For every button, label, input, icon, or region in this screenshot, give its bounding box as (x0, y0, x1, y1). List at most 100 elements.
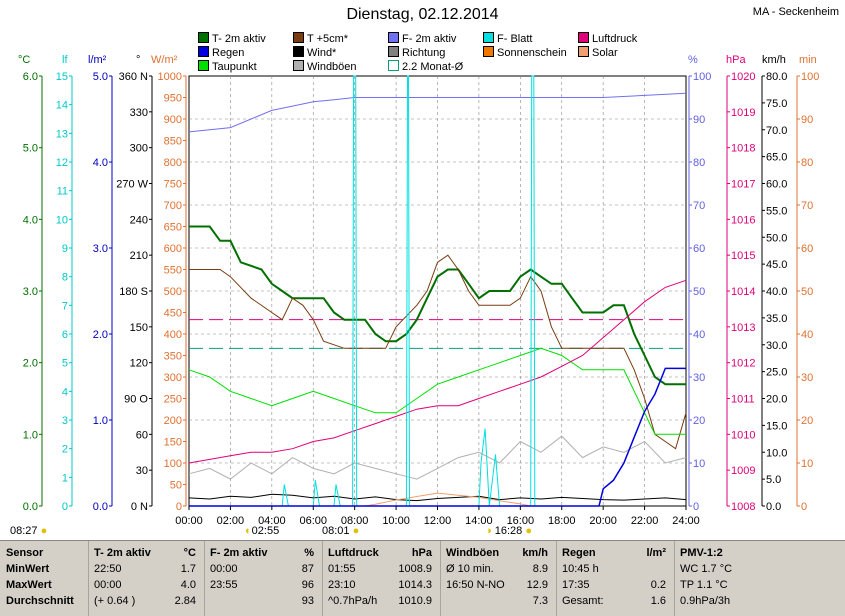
tick-label-kmh: 20.0 (766, 394, 787, 406)
unit-lf: lf (62, 54, 68, 66)
tick-label-deg: 30 (136, 465, 148, 477)
series-solar (364, 492, 531, 507)
tick-label-hpa: 1020 (731, 71, 755, 83)
table-divider (88, 541, 89, 616)
legend-t5cm: T +5cm* (293, 32, 348, 45)
tick-label-lf: 9 (62, 243, 68, 255)
tick-label-pct: 40 (693, 329, 705, 341)
x-tick-label: 20:00 (589, 515, 617, 527)
tick-label-kmh: 45.0 (766, 259, 787, 271)
station-name: MA - Seckenheim (752, 6, 839, 18)
table-divider (204, 541, 205, 616)
tick-label-min: 0 (801, 501, 807, 513)
series-wind- (188, 493, 687, 502)
weather-chart: 6.05.04.03.02.01.00.01514131211109876543… (23, 71, 820, 527)
tick-label-wm2: 0 (176, 501, 182, 513)
tick-label-wm2: 800 (164, 157, 182, 169)
tick-label-deg: 300 (130, 143, 148, 155)
legend-fblatt: F- Blatt (483, 32, 532, 45)
tick-label-pct: 60 (693, 243, 705, 255)
tick-label-kmh: 65.0 (766, 152, 787, 164)
tick-label-hpa: 1011 (731, 394, 755, 406)
tick-label-kmh: 80.0 (766, 71, 787, 83)
table-row: 0.9hPa/3h (680, 595, 731, 607)
x-tick-label: 00:00 (175, 515, 203, 527)
unit-lm2: l/m² (88, 54, 107, 66)
legend-solar: Solar (578, 46, 618, 59)
tick-label-hpa: 1009 (731, 465, 755, 477)
tick-label-lf: 15 (56, 71, 68, 83)
tick-label-wm2: 100 (164, 458, 182, 470)
tick-label-hpa: 1019 (731, 107, 755, 119)
tick-label-lf: 11 (57, 186, 68, 198)
tick-label-lf: 3 (62, 415, 68, 427)
table-column: Windböen km/h Ø 10 min. 8.9 16:50 N-NO 12.9 7.… (446, 545, 548, 609)
tick-label-wm2: 50 (170, 480, 182, 492)
table-row: WC 1.7 °C (680, 563, 733, 575)
series-windb-en (188, 435, 687, 480)
tick-label-wm2: 500 (164, 286, 182, 298)
tick-label-degc: 1.0 (23, 429, 38, 441)
tick-label-min: 90 (801, 114, 813, 126)
unit-hpa: hPa (726, 54, 746, 66)
tick-label-deg: 270 W (116, 179, 148, 191)
tick-label-kmh: 70.0 (766, 125, 787, 137)
unit-degc: °C (18, 54, 31, 66)
tick-label-deg: 90 O (124, 394, 148, 406)
tick-label-lm2: 5.0 (93, 71, 108, 83)
tick-label-wm2: 300 (164, 372, 182, 384)
tick-label-lf: 4 (62, 386, 68, 398)
legend-windboeen: Windböen (293, 60, 357, 73)
legend-richtung: Richtung (388, 46, 445, 59)
table-header: F- 2m aktiv% (210, 547, 314, 559)
table-row: 16:50 N-NO 12.9 (446, 579, 548, 591)
tick-label-lf: 0 (62, 501, 68, 513)
tick-label-degc: 3.0 (23, 286, 38, 298)
x-tick-label: 14:00 (465, 515, 493, 527)
x-tick-label: 16:00 (507, 515, 535, 527)
tick-label-kmh: 10.0 (766, 447, 787, 459)
table-row: 7.3 (532, 595, 548, 607)
tick-label-pct: 100 (693, 71, 711, 83)
legend-monat-avg: 2.2 Monat-Ø (388, 60, 463, 73)
tick-label-wm2: 700 (164, 200, 182, 212)
legend-luftdruck: Luftdruck (578, 32, 637, 45)
tick-label-pct: 20 (693, 415, 705, 427)
tick-label-lf: 1 (62, 472, 68, 484)
tick-label-wm2: 900 (164, 114, 182, 126)
tick-label-deg: 150 (130, 322, 148, 334)
tick-label-lf: 2 (62, 444, 68, 456)
table-header: T- 2m aktiv °C (94, 547, 196, 559)
series-regen (189, 367, 686, 507)
tick-label-hpa: 1012 (731, 358, 755, 370)
tick-label-wm2: 450 (164, 308, 182, 320)
table-header: Luftdruck hPa (328, 547, 432, 559)
tick-label-pct: 70 (693, 200, 705, 212)
table-column: Luftdruck hPa 01:55 1008.9 23:10 1014.3 ^0.7hP… (328, 545, 432, 609)
tick-label-min: 80 (801, 157, 813, 169)
tick-label-hpa: 1016 (731, 214, 755, 226)
legend-taupunkt: Taupunkt (198, 60, 257, 73)
x-tick-label: 04:00 (258, 515, 286, 527)
table-row: Ø 10 min. 8.9 (446, 563, 548, 575)
series-taupunkt (188, 347, 686, 435)
tick-label-min: 60 (801, 243, 813, 255)
tick-label-deg: 360 N (119, 71, 148, 83)
legend-regen: Regen (198, 46, 244, 59)
table-divider (556, 541, 557, 616)
x-tick-label: 18:00 (548, 515, 576, 527)
tick-label-wm2: 150 (164, 437, 182, 449)
table-header: PMV-1:2 (680, 547, 723, 559)
tick-label-lf: 14 (56, 100, 68, 112)
tick-label-degc: 5.0 (23, 143, 38, 155)
tick-label-deg: 0 N (131, 501, 148, 513)
tick-label-degc: 4.0 (23, 214, 38, 226)
tick-label-wm2: 600 (164, 243, 182, 255)
table-column: F- 2m aktiv% 00:00 87 23:55 96 93 (210, 545, 314, 609)
tick-label-wm2: 750 (164, 179, 182, 191)
tick-label-hpa: 1017 (731, 179, 755, 191)
table-header: Sensor (6, 547, 44, 559)
sunrise-label: 08:27 ● (10, 525, 48, 537)
tick-label-min: 20 (801, 415, 813, 427)
x-tick-label: 12:00 (424, 515, 452, 527)
